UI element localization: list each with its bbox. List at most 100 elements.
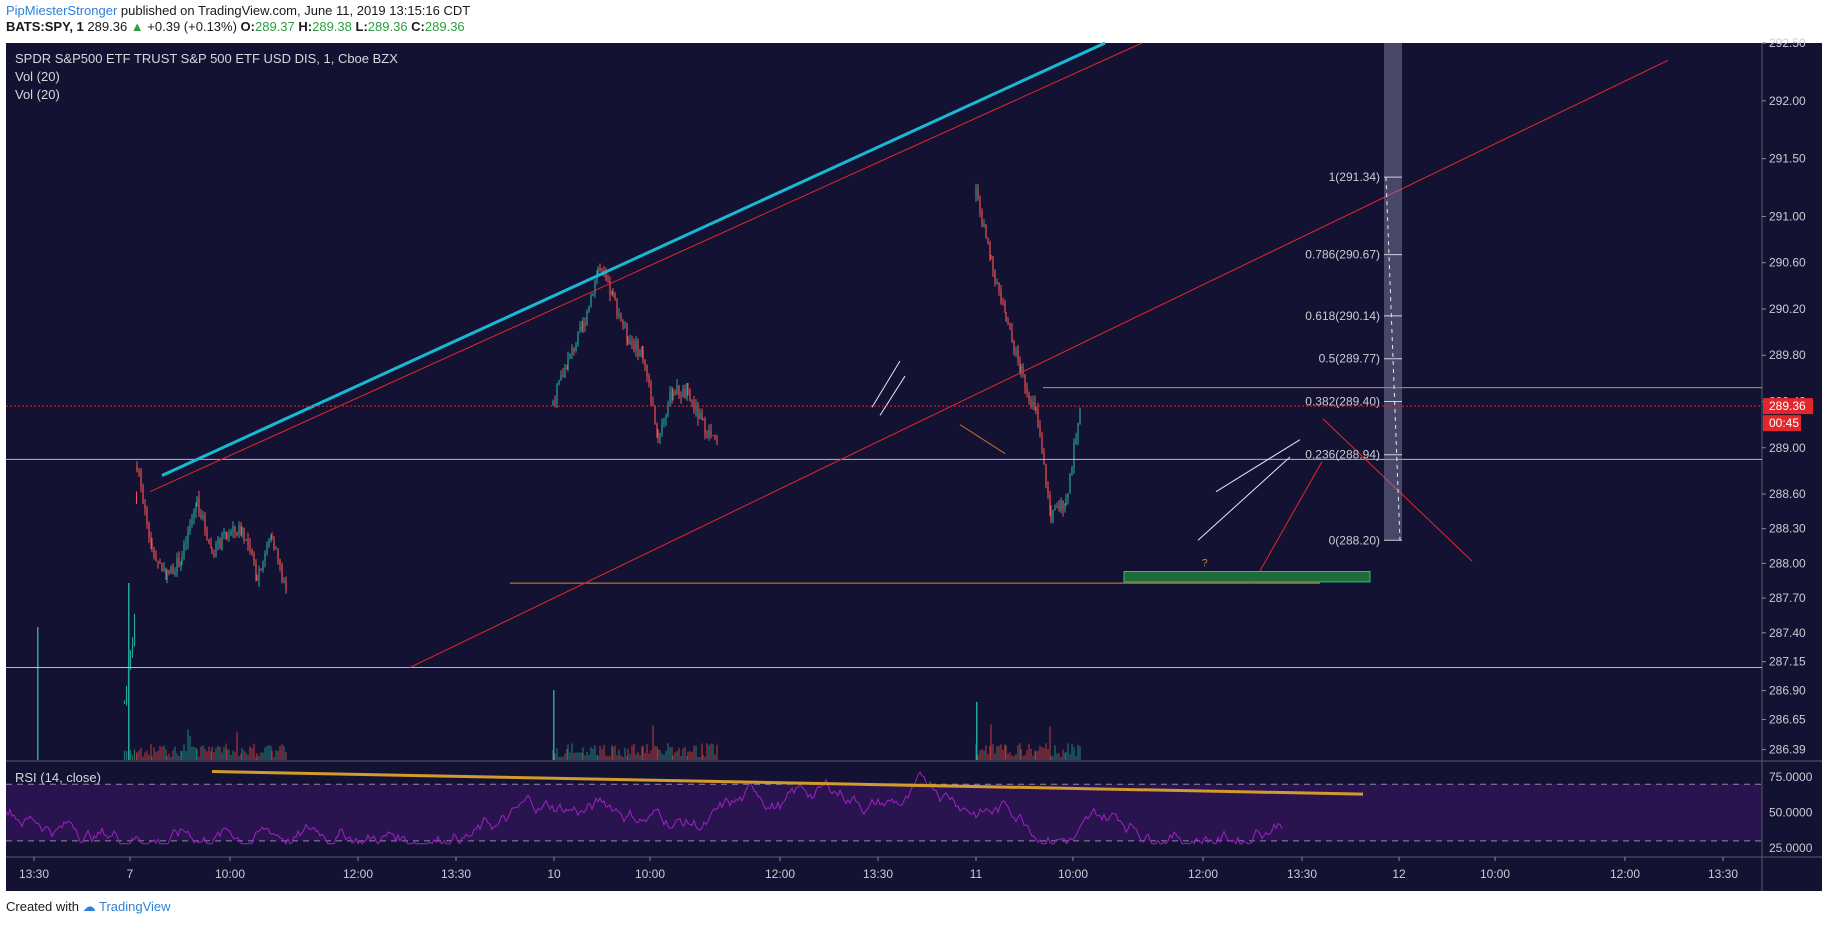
candle-body (631, 341, 633, 344)
volume-bar (697, 756, 699, 760)
candle-body (618, 314, 620, 316)
candle-body (249, 544, 251, 549)
rsi-tick-label: 75.0000 (1769, 770, 1813, 784)
candle-body (654, 405, 656, 425)
candle-body (661, 423, 663, 434)
candle-body (1056, 506, 1058, 508)
candle-body (1009, 324, 1011, 330)
time-tick-label: 10 (547, 867, 561, 881)
candle-body (198, 497, 200, 514)
candle-body (206, 529, 208, 540)
candle-body (682, 389, 684, 398)
volume-bar (680, 755, 682, 760)
candle-body (127, 665, 130, 692)
fib-label: 0.5(289.77) (1319, 352, 1380, 366)
indicator-vol-2[interactable]: Vol (20) (15, 87, 60, 102)
orange-arrow (959, 424, 1006, 454)
volume-bar (161, 747, 163, 760)
volume-bar (599, 745, 601, 760)
candle-body (155, 556, 157, 562)
volume-bar (581, 752, 583, 760)
candle-body (987, 238, 989, 243)
close-value: 289.36 (424, 19, 465, 34)
volume-bar (1071, 743, 1073, 760)
volume-bar (1062, 749, 1064, 760)
tradingview-link[interactable]: TradingView (99, 899, 171, 914)
volume-bar (1050, 755, 1052, 760)
volume-bar (1079, 746, 1081, 760)
volume-bar (273, 756, 275, 760)
volume-bar (268, 744, 270, 760)
volume-bar (245, 752, 247, 760)
candle-body (1032, 402, 1034, 407)
fib-label: 0.786(290.67) (1305, 248, 1380, 262)
volume-bar (142, 756, 144, 760)
volume-bar (558, 756, 560, 760)
price-tick-label: 288.30 (1769, 522, 1806, 536)
volume-bar (582, 747, 584, 760)
red-trend-line (409, 59, 1669, 668)
candle-body (1077, 423, 1079, 439)
candle-body (977, 189, 979, 200)
volume-bar (204, 749, 206, 760)
candle-body (674, 392, 676, 395)
volume-bar (264, 747, 266, 760)
indicator-vol-1[interactable]: Vol (20) (15, 69, 60, 84)
volume-bar (221, 752, 223, 760)
candle-body (241, 527, 243, 534)
candle-body (637, 340, 639, 357)
volume-bar (157, 750, 159, 760)
candle-body (1019, 360, 1021, 373)
time-tick-label: 13:30 (1287, 867, 1317, 881)
candle-body (178, 557, 180, 567)
volume-bar (251, 748, 253, 760)
candle-body (590, 295, 592, 307)
volume-bar (654, 745, 656, 760)
candle-body (706, 434, 708, 438)
rsi-tick-label: 50.0000 (1769, 806, 1813, 820)
price-tick-label: 287.40 (1769, 626, 1806, 640)
candle-body (564, 368, 566, 378)
time-tick-label: 12 (1392, 867, 1406, 881)
volume-bar (150, 744, 152, 760)
candle-body (635, 340, 637, 351)
volume-bar (138, 750, 140, 760)
candle-body (161, 562, 163, 571)
candle-body (1067, 493, 1069, 499)
candle-body (230, 531, 232, 536)
chart-title: SPDR S&P500 ETF TRUST S&P 500 ETF USD DI… (15, 51, 398, 66)
time-tick-label: 12:00 (343, 867, 373, 881)
volume-bar (131, 755, 134, 760)
volume-bar (189, 735, 191, 760)
candle-body (710, 430, 712, 436)
candle-body (176, 557, 178, 573)
candle-body (1045, 464, 1047, 487)
candle-body (243, 527, 245, 541)
candle-body (144, 503, 146, 509)
volume-bar (676, 751, 678, 760)
volume-bar (1009, 752, 1011, 760)
candle-body (270, 537, 272, 541)
close-label: C: (411, 19, 425, 34)
volume-bar (198, 756, 200, 760)
volume-bar (262, 752, 264, 760)
volume-bar (1043, 748, 1045, 760)
volume-bar (255, 756, 257, 760)
volume-bar (637, 752, 639, 760)
candle-body (1062, 500, 1064, 510)
candle-body (1052, 510, 1054, 522)
volume-bar (710, 743, 712, 760)
time-tick-label: 13:30 (19, 867, 49, 881)
fib-label: 0.382(289.40) (1305, 395, 1380, 409)
candle-body (219, 538, 221, 549)
volume-bar (684, 746, 686, 760)
price-tick-label: 290.20 (1769, 302, 1806, 316)
candle-body (1039, 426, 1041, 437)
rsi-label[interactable]: RSI (14, close) (15, 770, 101, 785)
candle-body (123, 701, 126, 703)
candle-body (556, 384, 558, 403)
candle-body (153, 548, 155, 557)
volume-bar (1011, 755, 1013, 760)
author-link[interactable]: PipMiesterStronger (6, 3, 118, 18)
